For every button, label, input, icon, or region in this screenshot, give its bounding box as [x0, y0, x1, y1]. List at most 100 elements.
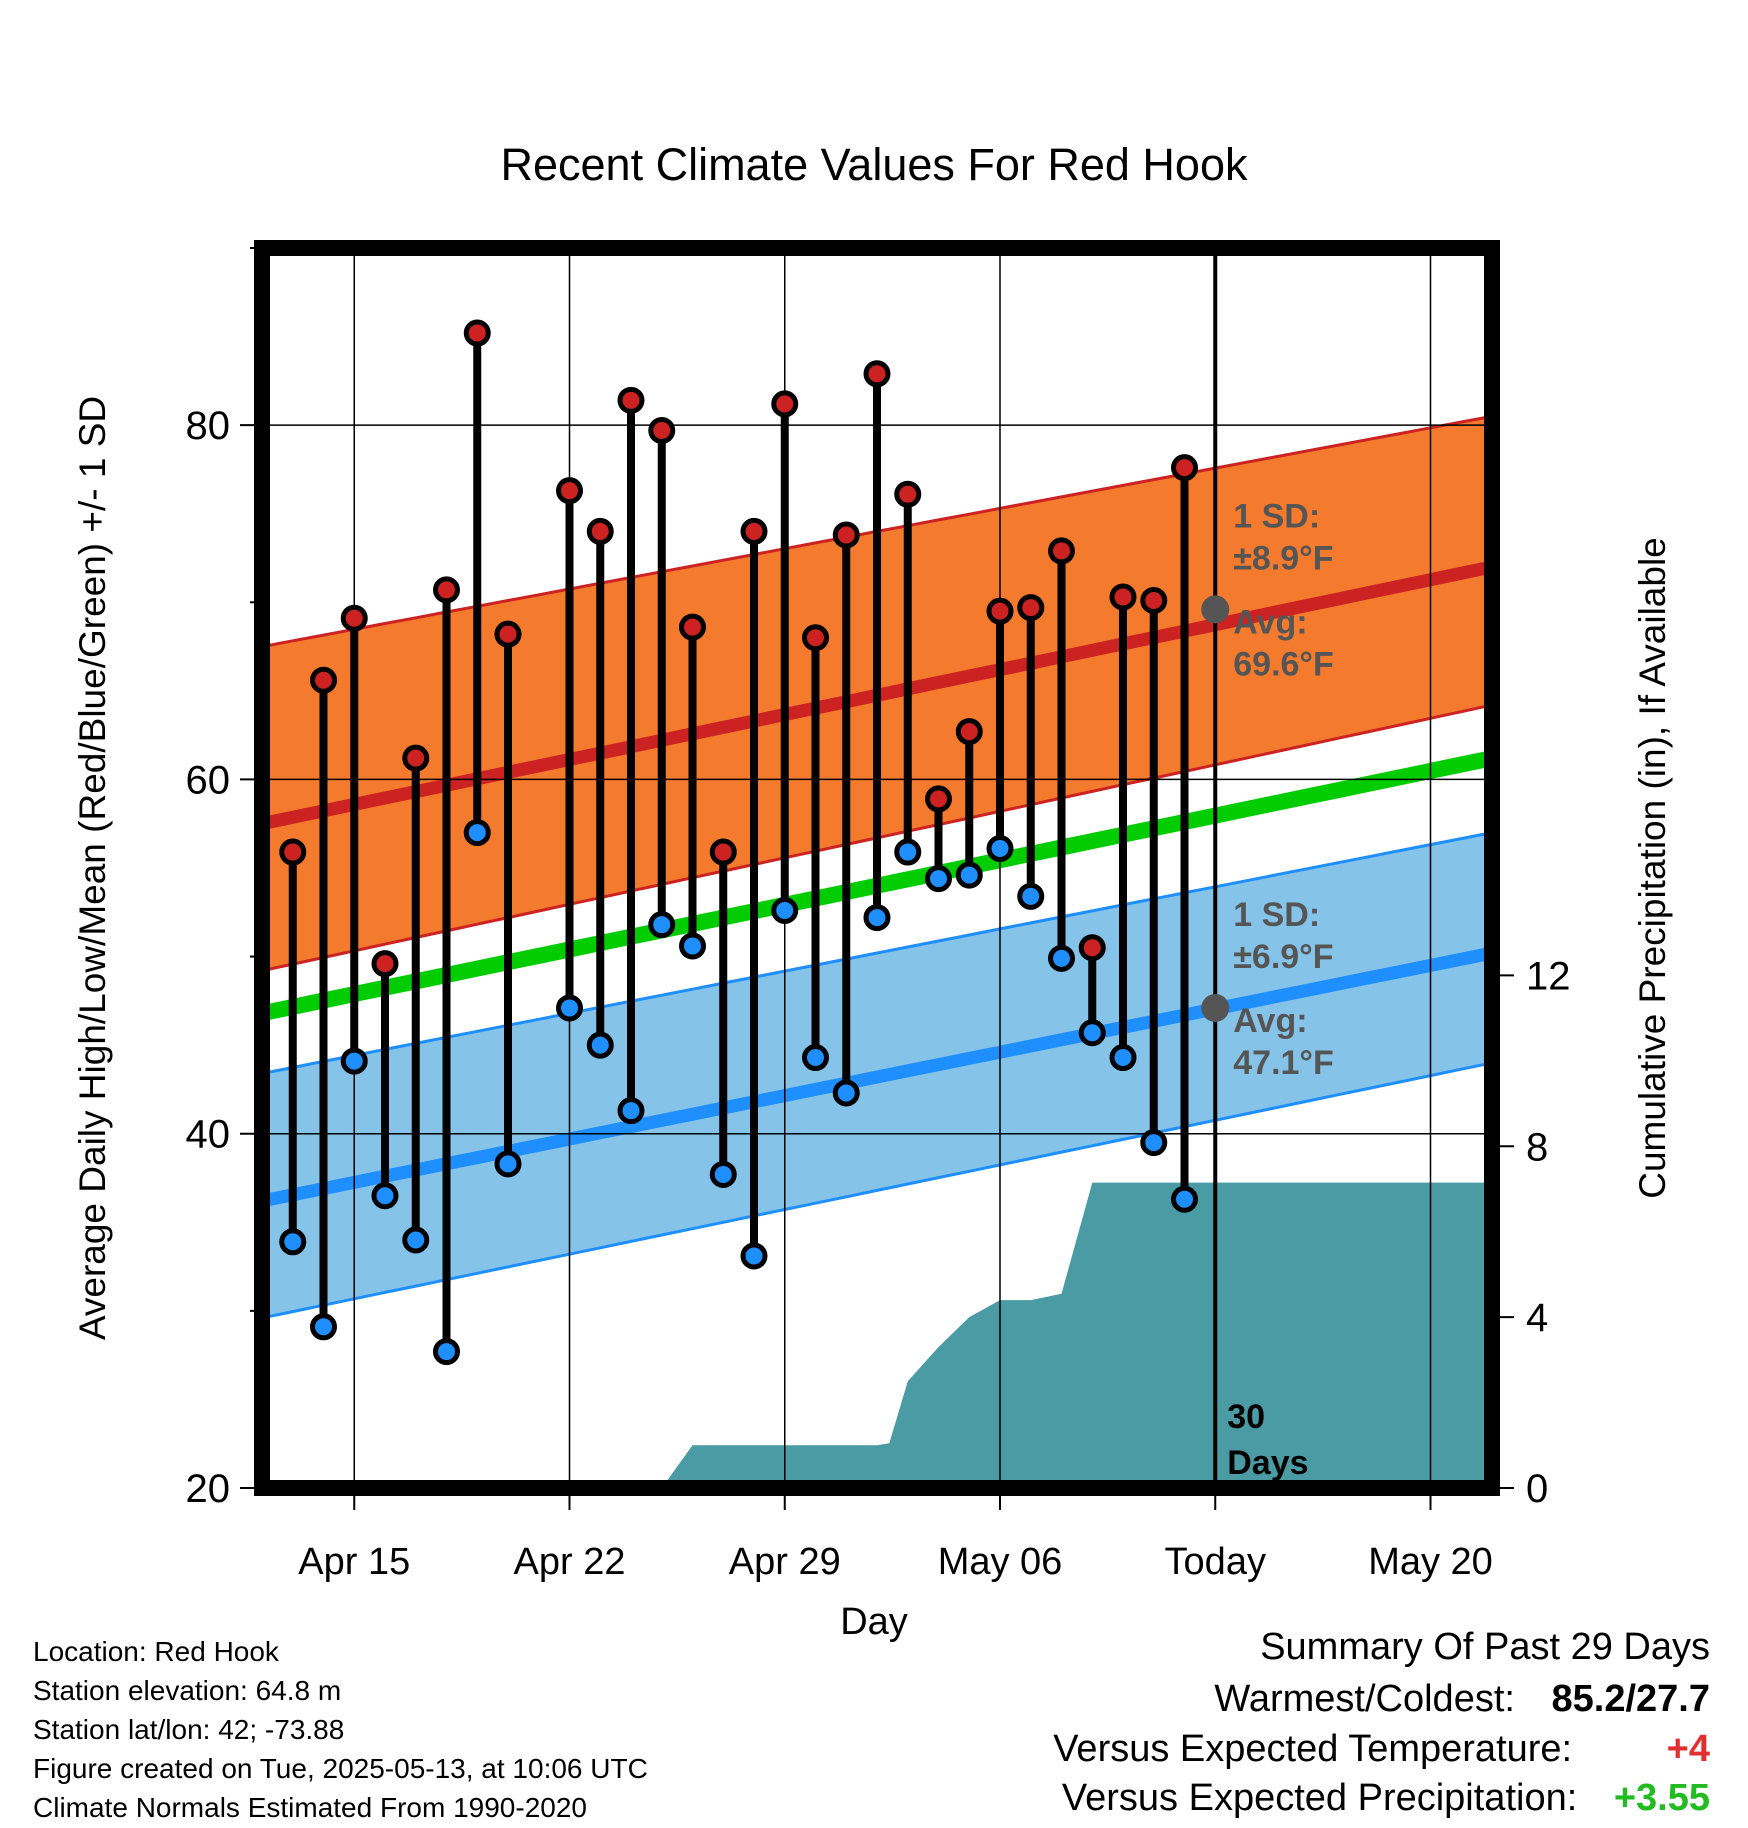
y-tick-label: 20 — [186, 1467, 231, 1511]
y2-tick-label: 4 — [1526, 1296, 1548, 1340]
daily-high-point — [279, 838, 307, 866]
daily-high-point — [1109, 583, 1137, 611]
plot-frame — [254, 240, 1500, 1496]
summary-temp-label: Versus Expected Temperature: — [1053, 1728, 1573, 1770]
high-avg-value: 69.6°F — [1233, 645, 1334, 683]
low-sd-lower-line — [262, 1061, 1492, 1320]
daily-low-point — [955, 861, 983, 889]
daily-high-point — [1078, 934, 1106, 962]
daily-high-point — [463, 319, 491, 347]
daily-high-point — [894, 480, 922, 508]
x-tick-label: May 20 — [1368, 1541, 1493, 1583]
daily-high-point — [740, 517, 768, 545]
y2-tick-label: 12 — [1526, 954, 1571, 998]
daily-low-point — [863, 904, 891, 932]
daily-low-point — [1048, 944, 1075, 972]
plot-area: 1 SD: ±8.9°F Avg: 69.6°F 1 SD: ±6.9°F Avg: 47.1… — [186, 240, 1571, 1583]
x-tick-label: Today — [1165, 1541, 1266, 1583]
daily-high-point — [494, 620, 522, 648]
daily-low-point — [340, 1047, 368, 1075]
daily-low-point — [1171, 1185, 1198, 1213]
daily-low-point — [771, 897, 799, 925]
summary-warm-cold-value: 85.2/27.7 — [1551, 1678, 1710, 1720]
plot-clip-group — [262, 248, 1492, 1488]
footer-created: Figure created on Tue, 2025-05-13, at 10… — [33, 1753, 648, 1784]
x-tick-label: Apr 29 — [729, 1541, 841, 1583]
daily-low-point — [740, 1242, 768, 1270]
today-days-word: Days — [1227, 1444, 1308, 1482]
daily-low-point — [709, 1160, 737, 1188]
summary-precip-label: Versus Expected Precipitation: — [1061, 1777, 1578, 1819]
daily-high-point — [556, 477, 583, 505]
daily-high-point — [709, 838, 737, 866]
daily-low-point — [556, 994, 583, 1022]
daily-low-point — [986, 835, 1014, 863]
daily-low-point — [802, 1044, 829, 1072]
low-sd-title: 1 SD: — [1233, 896, 1320, 934]
daily-high-point — [371, 950, 399, 978]
daily-low-point — [402, 1226, 430, 1254]
y-tick-label: 80 — [186, 404, 231, 448]
y2-tick-label: 8 — [1526, 1125, 1548, 1169]
daily-high-point — [433, 576, 460, 604]
y-axis-label: Average Daily High/Low/Mean (Red/Blue/Gr… — [72, 396, 113, 1340]
precip-area — [661, 1182, 1492, 1488]
daily-high-point — [925, 785, 952, 813]
daily-low-point — [617, 1097, 645, 1125]
daily-high-point — [802, 624, 829, 652]
footer-elevation: Station elevation: 64.8 m — [33, 1675, 342, 1706]
low-avg-line — [262, 946, 1492, 1208]
daily-high-point — [1171, 454, 1198, 482]
daily-low-point — [1109, 1044, 1137, 1072]
daily-low-point — [1017, 882, 1045, 910]
summary-temp: Versus Expected Temperature: +4 — [1053, 1730, 1710, 1768]
low-avg-title: Avg: — [1233, 1002, 1307, 1040]
y-tick-label: 60 — [186, 758, 231, 802]
x-axis-label: Day — [840, 1601, 908, 1643]
daily-high-point — [771, 390, 799, 418]
chart-title: Recent Climate Values For Red Hook — [501, 139, 1248, 190]
daily-low-point — [279, 1228, 307, 1256]
x-tick-label: Apr 22 — [514, 1541, 626, 1583]
daily-high-point — [863, 360, 891, 388]
footer-location: Location: Red Hook — [33, 1636, 279, 1667]
low-avg-value: 47.1°F — [1233, 1044, 1334, 1082]
daily-low-point — [894, 838, 922, 866]
daily-low-point — [310, 1313, 337, 1341]
summary-temp-value: +4 — [1666, 1728, 1710, 1770]
today-days-count: 30 — [1227, 1398, 1265, 1436]
daily-low-point — [648, 911, 676, 939]
daily-low-point — [371, 1182, 399, 1210]
daily-high-point — [586, 517, 614, 545]
summary-title: Summary Of Past 29 Days — [1260, 1626, 1710, 1668]
high-avg-title: Avg: — [1233, 603, 1307, 641]
y2-axis-label: Cumulative Precipitation (in), If Availa… — [1632, 537, 1673, 1199]
x-tick-label: Apr 15 — [298, 1541, 410, 1583]
low-sd-value: ±6.9°F — [1233, 938, 1333, 976]
daily-high-point — [648, 416, 676, 444]
daily-high-point — [1048, 537, 1075, 565]
daily-high-point — [310, 666, 337, 694]
summary-warm-cold: Warmest/Coldest: 85.2/27.7 — [1214, 1680, 1710, 1718]
daily-high-point — [832, 521, 860, 549]
daily-high-point — [340, 604, 368, 632]
low-avg-marker — [1201, 993, 1230, 1022]
daily-low-point — [586, 1031, 614, 1059]
footer-latlon: Station lat/lon: 42; -73.88 — [33, 1714, 345, 1745]
high-sd-value: ±8.9°F — [1233, 539, 1333, 577]
daily-low-point — [925, 865, 952, 893]
daily-high-point — [955, 718, 983, 746]
y-tick-label: 40 — [186, 1113, 231, 1157]
high-sd-title: 1 SD: — [1233, 497, 1320, 535]
daily-high-point — [679, 613, 706, 641]
daily-low-point — [433, 1338, 460, 1366]
summary-warm-cold-label: Warmest/Coldest: — [1214, 1678, 1515, 1720]
daily-high-point — [402, 744, 430, 772]
daily-low-point — [832, 1079, 860, 1107]
daily-high-point — [617, 386, 645, 414]
daily-low-point — [679, 932, 706, 960]
x-tick-label: May 06 — [938, 1541, 1063, 1583]
daily-high-point — [986, 597, 1014, 625]
summary-precip: Versus Expected Precipitation: +3.55 — [1062, 1779, 1710, 1817]
